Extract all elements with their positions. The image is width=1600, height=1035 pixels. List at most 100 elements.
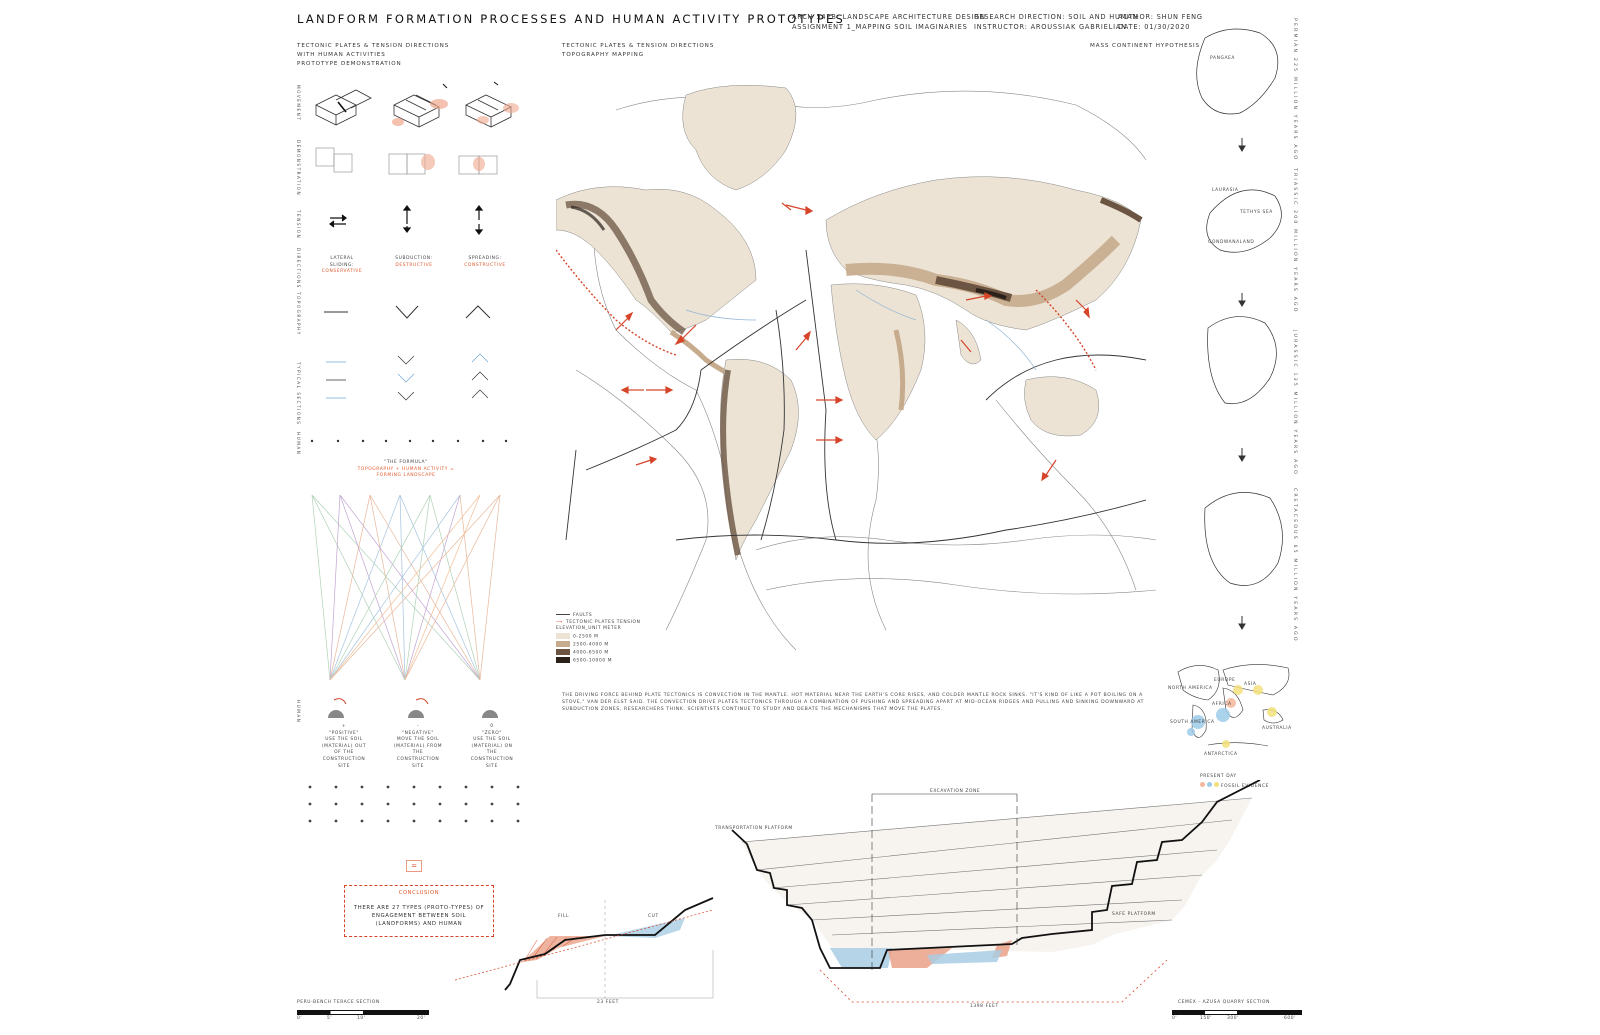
research-info: Research direction: Soil and human Instr… <box>974 12 1138 32</box>
legend-faults-label: faults <box>573 613 593 618</box>
conclusion-box: conclusion there are 27 types (proto-typ… <box>344 885 494 937</box>
label-africa: Africa <box>1212 702 1232 707</box>
conclusion-text: there are 27 types (proto-types) of enga… <box>353 904 485 927</box>
era-jurassic: Jurassic 135 million years ago <box>1292 330 1297 476</box>
row-label-sections: typical sections <box>296 362 301 426</box>
row-label-human: human <box>296 432 301 456</box>
activity-negative-name: "negative" <box>402 730 434 736</box>
label-asia: Asia <box>1244 682 1257 687</box>
quarry-scale-bar <box>1172 1010 1302 1015</box>
activity-negative-sign: - <box>416 724 420 729</box>
activity-negative: - "negative" move the soil (material) fr… <box>392 724 444 770</box>
transport-label: Transportation platform <box>715 826 793 831</box>
activity-zero-name: "zero" <box>482 730 502 736</box>
type-spreading: spreading: constructive <box>460 256 510 269</box>
row-label-movement: movement <box>296 85 301 122</box>
legend-band-1-label: 0-2500 m <box>573 634 599 640</box>
legend-band-2: 2500-4000 m <box>556 640 640 649</box>
fossil-legend: fossil evidence <box>1200 782 1269 791</box>
tethys-label: Tethys Sea <box>1240 210 1273 215</box>
world-topography-map <box>556 84 1157 651</box>
row-label-demonstration: demonstration <box>296 140 301 197</box>
type-lateral: lateral sliding: conservative <box>320 256 364 276</box>
author-info: Author: Shun Feng Date: 01/30/2020 <box>1118 12 1203 32</box>
laurasia-label: Laurasia <box>1212 188 1239 193</box>
peru-section-drawing <box>455 897 714 1000</box>
conclusion-label: conclusion <box>398 890 440 896</box>
quarry-section-title: Cemex - Azusa Quarry section <box>1178 1000 1270 1005</box>
legend-tension-label: tectonic plates tension <box>565 619 641 625</box>
left-heading: tectonic plates & tension directions wit… <box>297 42 449 69</box>
present-day-map <box>1177 664 1290 748</box>
map-heading-2: topography mapping <box>562 52 644 58</box>
era-triassic: Triassic 200 million years ago <box>1292 168 1297 314</box>
activity-positive: + "positive" use the soil (material) out… <box>320 724 368 770</box>
peru-scale-bar <box>297 1010 429 1015</box>
type-lateral-name: lateral sliding: <box>329 256 355 268</box>
label-europe: Europe <box>1214 678 1236 683</box>
plate-tectonics-paragraph: The driving force behind plate tectonics… <box>562 693 1145 712</box>
label-south-america: South America <box>1170 720 1215 725</box>
peru-scale-20: 20' <box>417 1016 426 1021</box>
row-label-tension: tension <box>296 210 301 240</box>
legend-band-4-label: 6500-10000 m <box>573 658 613 664</box>
formula-title: "the formula" <box>384 460 428 465</box>
continent-drift-sequence <box>1196 28 1283 630</box>
gondwana-label: Gondwanaland <box>1208 240 1255 245</box>
instructor-label: Instructor: Aroussiak Gabrielian <box>974 23 1127 31</box>
peru-section-title: Peru-bench terace section <box>297 1000 380 1005</box>
legend-band-4: 6500-10000 m <box>556 657 640 665</box>
row-label-directions: directions <box>296 248 301 289</box>
equals-box: = <box>406 860 422 872</box>
quarry-width-label: 1398 feet <box>970 1004 999 1009</box>
page-title: Landform Formation Processes and Human A… <box>297 12 845 26</box>
type-subduction-name: subduction: <box>395 256 433 261</box>
era-permian: Permian 225 million years ago <box>1292 18 1297 162</box>
activity-zero-desc: use the soil (material) on the construct… <box>470 737 514 769</box>
research-label: Research direction: Soil and human <box>974 13 1139 21</box>
legend-band-2-label: 2500-4000 m <box>573 642 609 648</box>
label-north-america: North America <box>1168 686 1213 691</box>
formula-block: "the formula" topography + human activit… <box>346 460 466 480</box>
peru-width-label: 23 feet <box>597 1000 619 1005</box>
peru-scale-0: 0' <box>297 1016 303 1021</box>
pangaea-label: Pangaea <box>1210 56 1236 61</box>
excavation-label: Excavation zone <box>930 789 981 794</box>
activity-negative-desc: move the soil (material) from the constr… <box>393 737 443 769</box>
era-cretaceous: Cretaceous 65 million years ago <box>1292 488 1297 643</box>
quarry-scale-150: 150' <box>1200 1016 1212 1021</box>
map-heading: tectonic plates & tension directions top… <box>562 42 714 60</box>
prototype-diagrams <box>310 81 519 443</box>
label-australia: Australia <box>1262 726 1292 731</box>
course-label: ARCH 542B: Landscape Architecture Design <box>792 13 986 21</box>
present-day-label: present day <box>1200 774 1237 779</box>
legend-band-3: 4000-6500 m <box>556 648 640 657</box>
quarry-scale-600: 600' <box>1284 1016 1296 1021</box>
quarry-section-drawing <box>731 780 1261 1003</box>
prototype-matrix <box>308 785 520 823</box>
row-label-activity: human <box>296 700 301 724</box>
type-subduction-kind: destructive <box>395 262 433 268</box>
activity-zero-sign: 0 <box>490 724 494 729</box>
legend-band-1: 0-2500 m <box>556 632 640 641</box>
author-label: Author: Shun Feng <box>1118 13 1203 21</box>
peru-scale-10: 10' <box>357 1016 366 1021</box>
legend-band-3-label: 4000-6500 m <box>573 650 609 656</box>
map-heading-1: tectonic plates & tension directions <box>562 43 715 49</box>
activity-positive-sign: + <box>341 724 347 729</box>
activity-positive-name: "positive" <box>329 730 359 736</box>
cut-label: Cut <box>648 914 659 919</box>
type-spreading-name: spreading: <box>468 256 502 261</box>
legend-tension: ⟶ tectonic plates tension <box>556 619 641 625</box>
activity-icons <box>328 698 498 718</box>
row-label-topography: topography <box>296 292 301 336</box>
type-lateral-kind: conservative <box>321 269 363 275</box>
peru-scale-5: 5' <box>327 1016 333 1021</box>
label-antarctica: Antarctica <box>1204 752 1238 757</box>
assignment-label: Assignment 1_Mapping soil imaginaries <box>792 23 968 31</box>
right-heading: mass continent hypothesis <box>1090 43 1200 49</box>
fossil-label: fossil evidence <box>1221 784 1270 789</box>
type-subduction: subduction: destructive <box>390 256 438 269</box>
combination-weave <box>311 494 501 681</box>
type-spreading-kind: constructive <box>464 262 506 268</box>
